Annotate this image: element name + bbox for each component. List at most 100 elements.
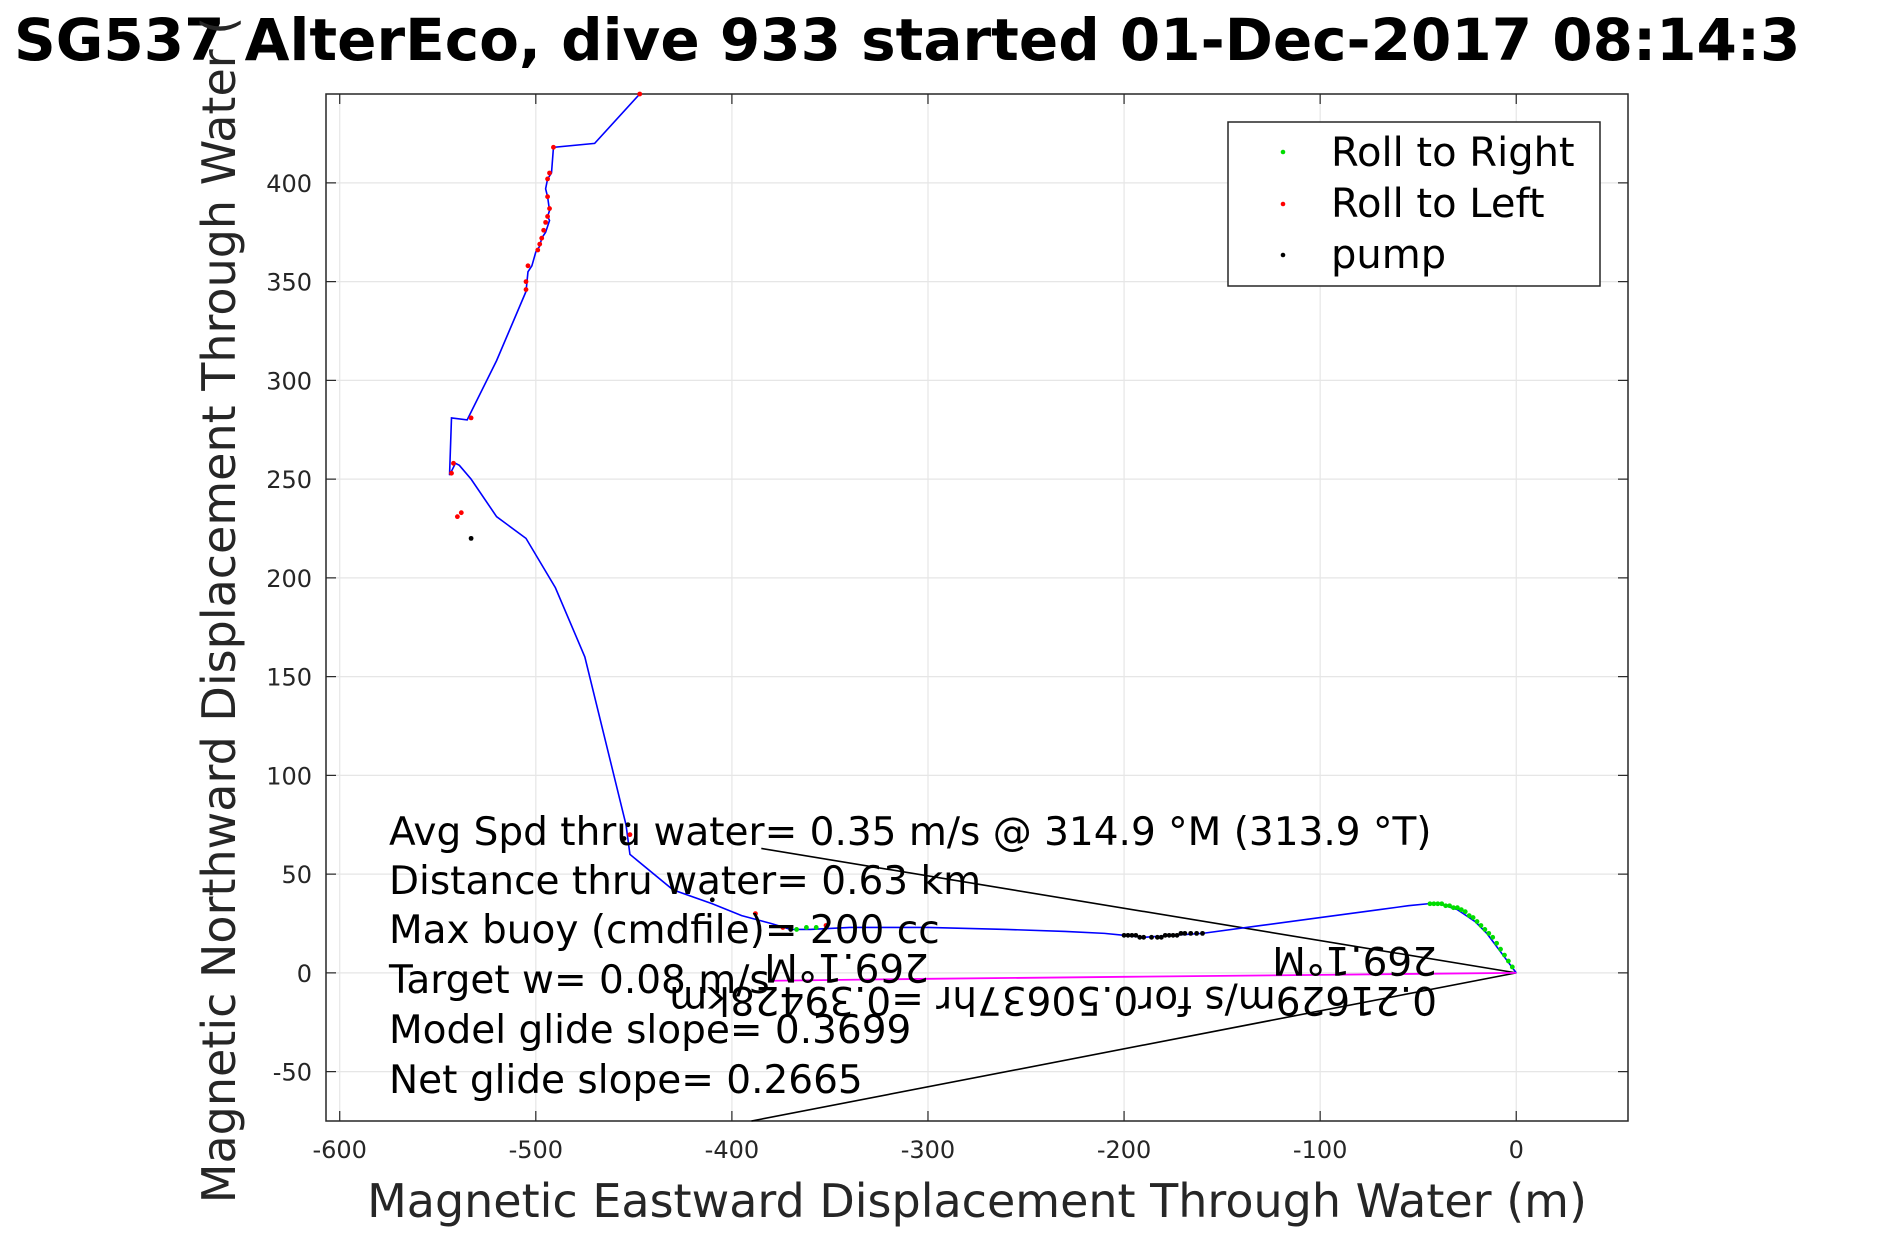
annotation-line: Target w= 0.08 m/s — [388, 958, 770, 1003]
marker-roll-right — [794, 927, 800, 932]
marker-roll-left — [545, 214, 550, 219]
marker-pump — [1121, 932, 1127, 938]
marker-roll-right — [1486, 930, 1492, 936]
legend-marker-roll-right — [1280, 149, 1286, 155]
marker-roll-left — [551, 144, 556, 150]
axes — [325, 93, 1629, 1122]
marker-roll-right — [1451, 905, 1456, 911]
y-tick-labels: -50 0 50 100 150 200 250 300 350 400 — [266, 170, 312, 1087]
marker-pump — [1174, 932, 1180, 938]
legend-marker-pump — [1280, 252, 1286, 258]
legend-label-roll-right: Roll to Right — [1331, 130, 1575, 176]
y-tick-label: 250 — [266, 466, 312, 494]
legend-marker-roll-left — [1280, 201, 1286, 207]
flipped-annotation: 269.1°M — [1272, 937, 1437, 982]
marker-roll-right — [1455, 905, 1460, 911]
marker-pump — [1200, 930, 1205, 936]
marker-roll-right — [1502, 952, 1507, 958]
marker-roll-right — [1490, 934, 1496, 940]
marker-roll-left — [539, 235, 545, 241]
marker-roll-right — [1431, 901, 1437, 907]
marker-roll-left — [451, 460, 456, 466]
x-tick-label: -100 — [1293, 1136, 1347, 1164]
marker-roll-right — [1482, 927, 1488, 932]
annotation-line: Avg Spd thru water= 0.35 m/s @ 314.9 °M … — [389, 810, 1432, 855]
marker-pump — [468, 535, 474, 541]
marker-roll-right — [1462, 909, 1468, 915]
chart-title: SG537 AlterEco, dive 933 started 01-Dec-… — [14, 6, 1800, 74]
heading-line — [751, 972, 1517, 1122]
flipped-annotation: 269.1°M — [764, 944, 929, 989]
marker-pump — [1133, 932, 1139, 938]
y-tick-label: 400 — [266, 170, 312, 198]
magenta-line — [771, 971, 1517, 982]
x-tick-label: -500 — [509, 1136, 563, 1164]
grid — [326, 94, 1628, 1121]
marker-pump — [788, 927, 794, 932]
marker-roll-left — [637, 91, 643, 97]
marker-pump — [1162, 932, 1168, 938]
annotation-line: Max buoy (cmdfile)= 200 cc — [389, 908, 940, 953]
marker-pump — [1194, 930, 1200, 936]
marker-pump — [625, 822, 631, 828]
marker-roll-left — [545, 176, 550, 182]
y-tick-label: 0 — [297, 960, 312, 988]
marker-pump — [1137, 934, 1143, 940]
marker-pump — [709, 897, 715, 903]
marker-roll-left — [545, 194, 550, 200]
annotation-line: Model glide slope= 0.3699 — [389, 1008, 911, 1053]
marker-roll-right — [1439, 901, 1445, 907]
marker-roll-right — [1447, 903, 1452, 909]
marker-roll-left — [537, 241, 543, 247]
axes-box — [325, 93, 1629, 1122]
marker-roll-right — [1466, 913, 1472, 918]
marker-pump — [1166, 932, 1172, 938]
marker-pump — [1170, 932, 1176, 938]
marker-pump — [1154, 934, 1160, 940]
marker-roll-right — [1427, 901, 1433, 907]
marker-roll-right — [1474, 919, 1480, 924]
marker-pump — [621, 836, 627, 841]
marker-roll-left — [780, 925, 786, 930]
marker-roll-right — [1435, 901, 1441, 907]
annotations: Avg Spd thru water= 0.35 m/s @ 314.9 °M … — [388, 810, 1437, 1103]
x-tick-label: -200 — [1097, 1136, 1151, 1164]
marker-pump — [1182, 930, 1188, 936]
marker-roll-left — [523, 287, 529, 292]
marker-roll-left — [458, 510, 464, 516]
legend-label-pump: pump — [1331, 232, 1446, 278]
heading-line — [761, 847, 1517, 974]
marker-roll-right — [1458, 907, 1464, 913]
marker-pump — [1125, 932, 1131, 938]
x-tick-label: -400 — [705, 1136, 759, 1164]
marker-pump — [1141, 934, 1147, 940]
marker-roll-left — [753, 911, 758, 917]
y-tick-label: 300 — [266, 367, 312, 395]
marker-roll-left — [525, 263, 531, 269]
y-tick-label: -50 — [273, 1059, 312, 1087]
marker-roll-right — [1505, 958, 1511, 964]
marker-roll-right — [804, 925, 809, 930]
x-tick-labels: -600 -500 -400 -300 -200 -100 0 — [312, 1136, 1523, 1164]
legend: Roll to Right Roll to Left pump — [1227, 121, 1601, 287]
marker-roll-left — [547, 170, 552, 176]
series-markers — [449, 91, 1515, 970]
marker-pump — [1158, 934, 1164, 940]
marker-pump — [1149, 934, 1154, 940]
marker-roll-right — [1470, 915, 1476, 920]
marker-roll-left — [454, 514, 460, 520]
legend-label-roll-left: Roll to Left — [1331, 181, 1545, 227]
marker-roll-right — [1478, 923, 1484, 928]
flipped-annotation: 0.21629m/s for0.50637hr =0.39428km — [669, 977, 1437, 1022]
marker-roll-right — [1509, 964, 1515, 970]
marker-roll-left — [547, 206, 552, 211]
marker-roll-left — [535, 247, 541, 253]
x-tick-label: 0 — [1509, 1136, 1524, 1164]
marker-roll-left — [543, 219, 549, 225]
annotation-line: Net glide slope= 0.2665 — [389, 1058, 863, 1103]
y-tick-label: 100 — [266, 762, 312, 790]
marker-pump — [1188, 930, 1194, 936]
marker-roll-right — [813, 925, 819, 930]
marker-roll-right — [1498, 946, 1503, 952]
marker-roll-left — [449, 470, 454, 476]
